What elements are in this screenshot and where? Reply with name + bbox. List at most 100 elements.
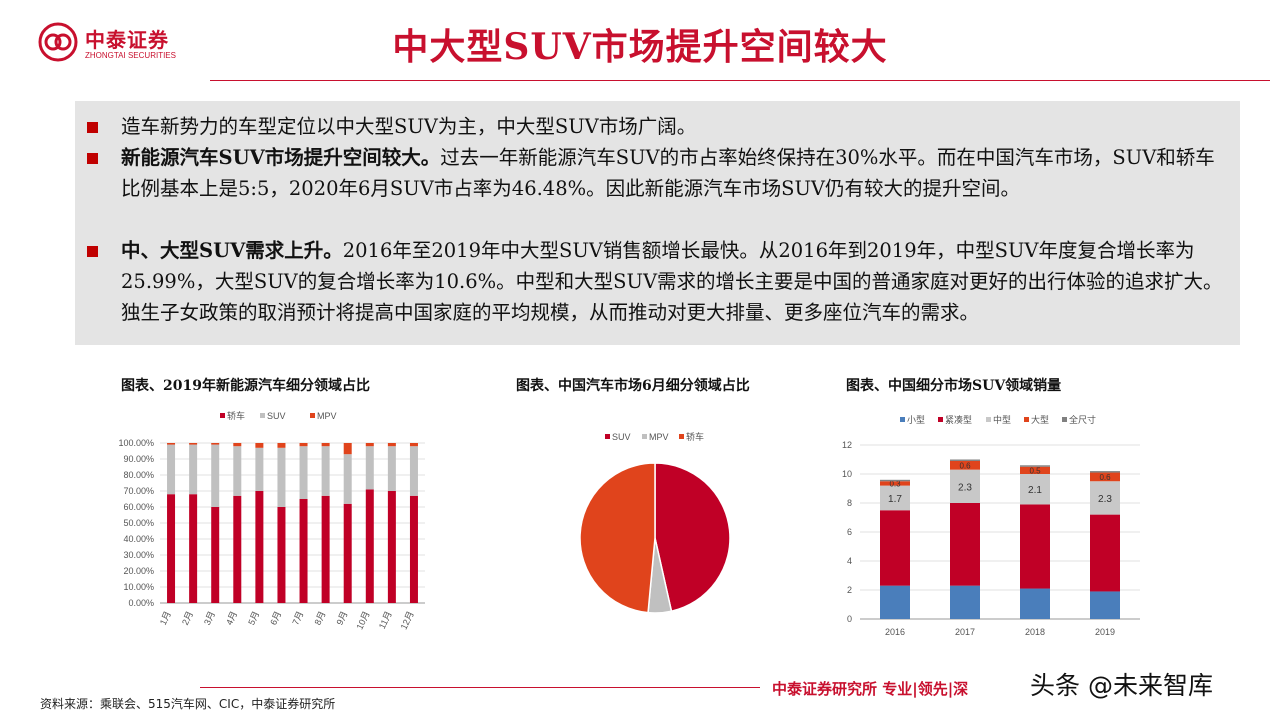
bullet-square-icon [87,122,98,133]
legend-swatch [679,434,684,439]
footer-brand: 中泰证券研究所 专业|领先|深 [772,680,969,698]
bar-segment [255,491,264,603]
x-tick-label: 2016 [885,627,905,637]
bullet-bold: 中、大型SUV需求上升。 [121,239,343,262]
data-label: 0.6 [1099,473,1111,482]
y-tick-label: 40.00% [123,534,154,544]
chart2-title: 图表、中国汽车市场6月细分领域占比 [516,378,750,394]
footer-divider [200,687,760,688]
y-tick-label: 12 [842,440,852,450]
chart3-title: 图表、中国细分市场SUV领域销量 [846,378,1062,394]
bar-segment [365,446,374,490]
data-label: 1.7 [888,494,902,505]
bar-segment [1020,474,1050,505]
data-label: 2.3 [958,482,972,493]
y-tick-label: 30.00% [123,550,154,560]
bar-segment [1020,466,1050,474]
pie-slice [579,462,656,614]
bar-segment [950,469,980,503]
x-tick-label: 2018 [1025,627,1045,637]
bar-segment [1090,471,1120,473]
bar-segment [343,443,352,455]
china-market-pie-chart: SUV MPV 轿车 [579,431,731,614]
y-tick-label: 4 [847,556,852,566]
bullet-square-icon [87,153,98,164]
bar-segment [409,495,418,603]
x-tick-label: 12月 [399,610,416,631]
chart1-title: 图表、2019年新能源汽车细分领域占比 [121,378,370,394]
y-tick-label: 2 [847,585,852,595]
summary-panel: 造车新势力的车型定位以中大型SUV为主，中大型SUV市场广阔。 新能源汽车SUV… [75,101,1240,345]
legend-label: 大型 [1031,414,1049,425]
bar-segment [1090,591,1120,619]
y-tick-label: 6 [847,527,852,537]
bar-segment [233,446,242,496]
bar-segment [255,447,264,491]
bar-segment [189,444,198,495]
data-label: 0.3 [889,479,901,488]
x-tick-label: 8月 [312,610,327,627]
bar-segment [880,510,910,586]
x-tick-label: 7月 [290,610,305,627]
logo-emblem-icon [38,22,78,62]
legend-label: MPV [317,411,337,421]
y-tick-label: 8 [847,498,852,508]
bar-segment [365,443,374,447]
watermark: 头条 @未来智库 [1030,671,1213,700]
bar-segment [950,503,980,586]
suv-segment-sales-chart: 小型 紧凑型 中型 大型 全尺寸 0 2 4 6 8 10 12 1.7 0.3 2016 2.3 0.6 201… [842,414,1140,637]
x-tick-label: 2017 [955,627,975,637]
source-note: 资料来源：乘联会、515汽车网、CIC，中泰证券研究所 [40,697,336,711]
bar-segment [880,479,910,482]
y-tick-label: 60.00% [123,502,154,512]
company-logo: 中泰证券 ZHONGTAI SECURITIES [38,22,198,66]
x-tick-label: 2019 [1095,627,1115,637]
bar-segment [299,446,308,499]
y-tick-label: 50.00% [123,518,154,528]
legend-swatch [605,434,610,439]
page-title: 中大型SUV市场提升空间较大 [392,26,888,68]
bar-segment [211,444,220,507]
y-tick-label: 10.00% [123,582,154,592]
bar-segment [880,585,910,619]
bar-segment [277,443,286,448]
bullet-item: 新能源汽车SUV市场提升空间较大。过去一年新能源汽车SUV的市占率始终保持在30… [87,142,1227,204]
legend-swatch [642,434,647,439]
x-tick-label: 2月 [180,610,195,627]
legend-label: SUV [267,411,286,421]
bar-segment [167,494,176,603]
bar-segment [387,491,396,603]
bar-segment [233,443,242,447]
bar-segment [299,443,308,447]
bullet-text: 过去一年新能源汽车SUV的市占率始终保持在30%水平。而在中国汽车市场，SUV和… [121,146,1215,200]
pie-slice [654,462,731,613]
y-tick-label: 10 [842,469,852,479]
bar-segment [277,447,286,507]
bar-segment [1020,588,1050,619]
y-tick-label: 70.00% [123,486,154,496]
y-tick-label: 90.00% [123,454,154,464]
legend-swatch [260,413,265,418]
legend-label: 小型 [907,415,925,425]
legend-label: SUV [612,432,631,442]
legend-swatch [1024,417,1029,422]
bullet-item: 造车新势力的车型定位以中大型SUV为主，中大型SUV市场广阔。 [87,111,1227,142]
x-tick-label: 3月 [202,610,217,627]
bar-segment [950,585,980,619]
data-label: 2.1 [1028,485,1042,496]
legend-swatch [938,417,943,422]
y-tick-label: 0 [847,614,852,624]
bar-segment [387,446,396,491]
legend-label: 紧凑型 [945,414,972,425]
bullet-item: 中、大型SUV需求上升。2016年至2019年中大型SUV销售额增长最快。从20… [87,235,1227,328]
logo-text-cn: 中泰证券 [85,28,169,52]
title-divider [210,80,1270,81]
x-tick-label: 11月 [377,610,394,631]
bar-segment [950,459,980,461]
legend-swatch [1062,417,1067,422]
bar-segment [189,494,198,603]
bar-segment [1020,504,1050,589]
bar-segment [1090,472,1120,482]
bar-segment [365,489,374,603]
bullet-text: 造车新势力的车型定位以中大型SUV为主，中大型SUV市场广阔。 [121,115,697,138]
